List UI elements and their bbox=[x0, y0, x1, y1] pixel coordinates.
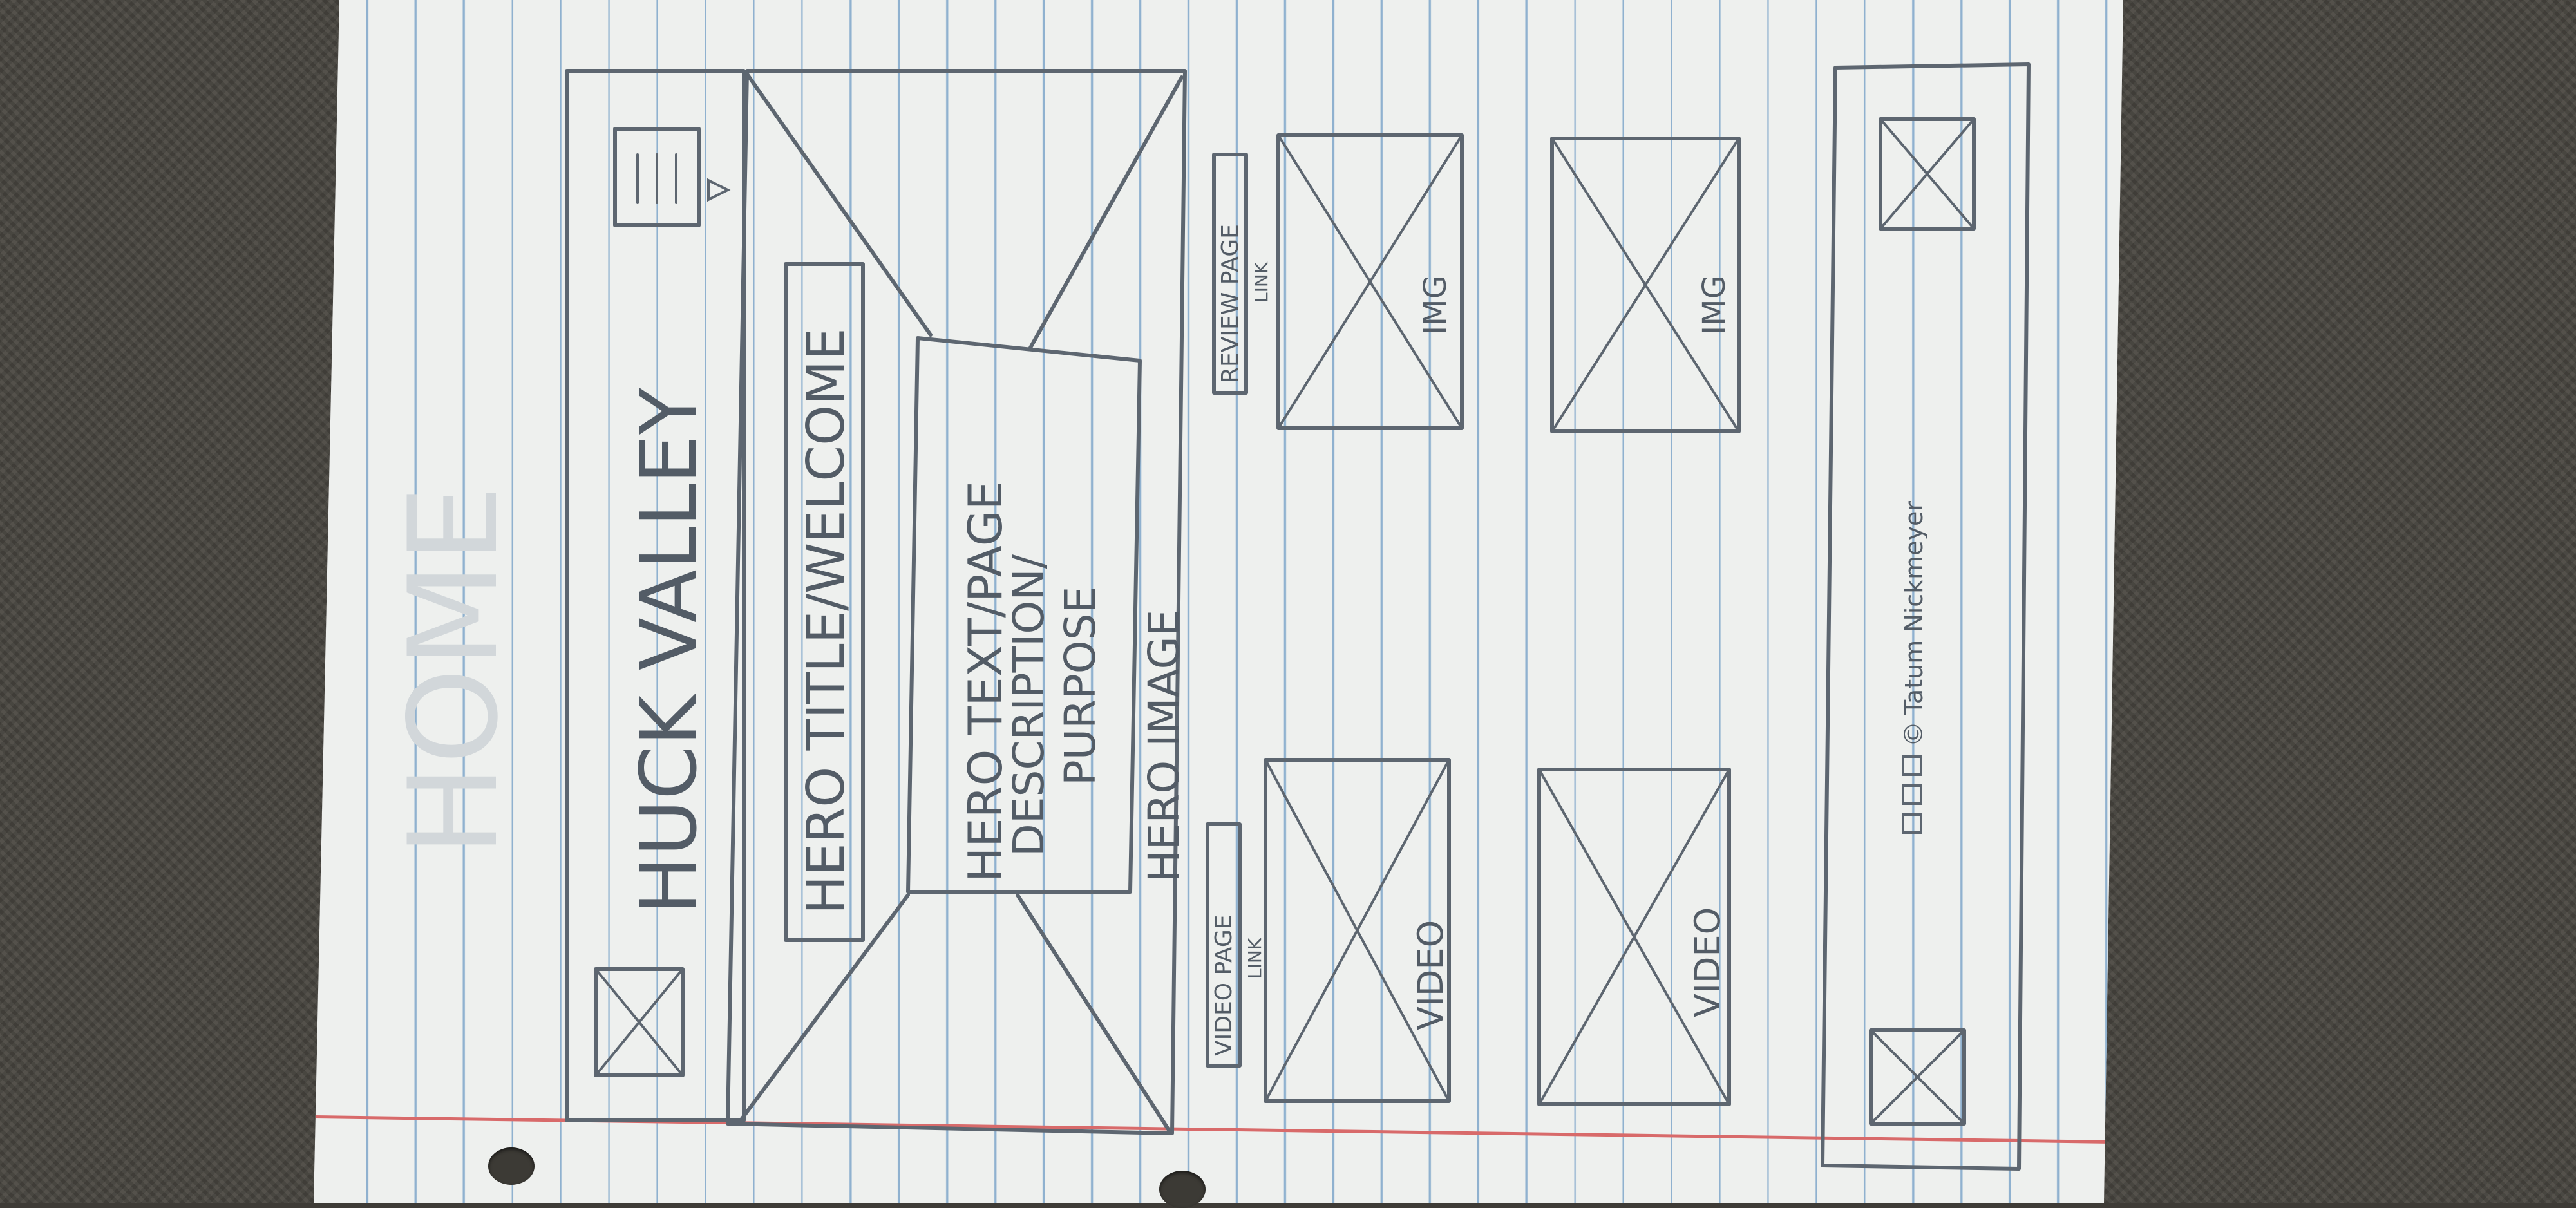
img-label: IMG bbox=[1417, 275, 1454, 335]
svg-text:VIDEO PAGE[interactable]: VIDEO PAGE bbox=[1211, 914, 1237, 1056]
img-placeholder-2: IMG bbox=[1550, 137, 1741, 433]
social-square-icon[interactable] bbox=[1902, 755, 1922, 776]
nav-bar-frame bbox=[565, 69, 746, 1122]
logo-image-placeholder-icon bbox=[594, 967, 685, 1077]
video-page-link[interactable]: VIDEO PAGE LINK bbox=[1206, 822, 1265, 1068]
video-placeholder-1[interactable]: VIDEO bbox=[1264, 758, 1451, 1103]
social-square-icon[interactable] bbox=[1902, 813, 1922, 834]
svg-text:REVIEW PAGE[interactable]: REVIEW PAGE bbox=[1217, 224, 1244, 383]
footer-frame bbox=[1821, 62, 2031, 1171]
svg-text:LINK[interactable]: LINK bbox=[1244, 938, 1265, 979]
footer-credit: Tatum Nickmeyer bbox=[1900, 501, 1928, 715]
triangle-down-icon[interactable] bbox=[707, 178, 731, 202]
social-square-icon[interactable] bbox=[1902, 784, 1922, 805]
punch-hole bbox=[488, 1147, 535, 1185]
hero-text-box bbox=[906, 336, 1142, 894]
footer-image-placeholder-icon bbox=[1869, 1028, 1966, 1126]
footer-image-placeholder-icon bbox=[1879, 117, 1976, 231]
hero-image-label: HERO IMAGE bbox=[1139, 610, 1189, 882]
nav-bar: HUCK VALLEY bbox=[565, 69, 746, 1122]
hero-title: HERO TITLE/WELCOME bbox=[796, 328, 856, 914]
hero-image: HERO TITLE/WELCOME HERO TEXT/PAGE DESCRI… bbox=[726, 69, 1189, 1135]
punch-hole bbox=[1159, 1171, 1206, 1208]
hero-image-frame bbox=[726, 69, 1187, 1135]
hero-text-line-3: PURPOSE bbox=[1056, 587, 1105, 786]
footer: © Tatum Nickmeyer bbox=[1821, 62, 2031, 1171]
hero-text-line-1: HERO TEXT/PAGE bbox=[958, 481, 1012, 882]
video-label: VIDEO bbox=[1410, 920, 1451, 1030]
page-heading: HOME bbox=[383, 486, 525, 856]
review-page-link[interactable]: REVIEW PAGE LINK bbox=[1212, 153, 1272, 395]
img-label: IMG bbox=[1696, 275, 1732, 335]
site-name[interactable]: HUCK VALLEY bbox=[625, 387, 714, 914]
hero-text-line-2: DESCRIPTION/ bbox=[1004, 554, 1054, 856]
svg-text:LINK[interactable]: LINK bbox=[1251, 261, 1272, 303]
hamburger-menu-icon[interactable] bbox=[613, 127, 701, 227]
copyright-icon: © bbox=[1899, 721, 1929, 747]
img-placeholder-1: IMG bbox=[1276, 133, 1464, 430]
video-placeholder-2[interactable]: VIDEO bbox=[1537, 768, 1731, 1106]
hero-title-box bbox=[784, 262, 865, 942]
video-label: VIDEO bbox=[1687, 907, 1728, 1017]
